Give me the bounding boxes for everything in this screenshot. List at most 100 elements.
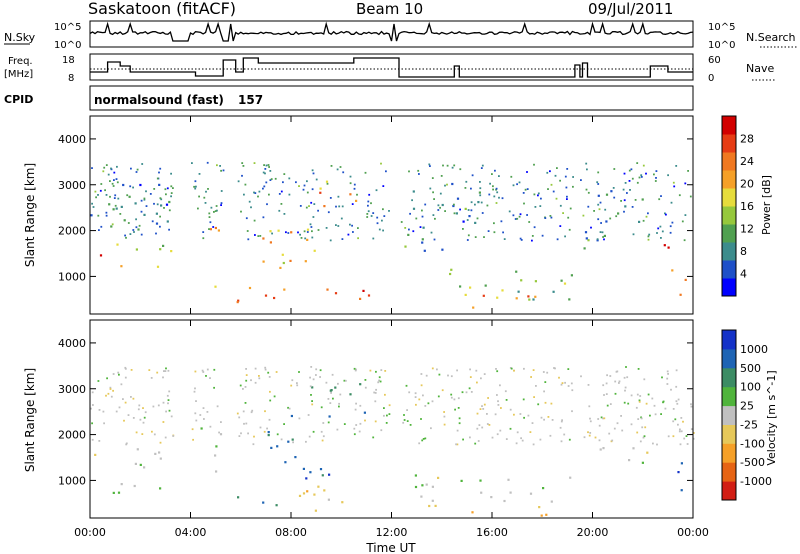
power-scatter-cell: [208, 228, 210, 230]
power-scatter-cell: [208, 216, 211, 218]
power-scatter-cell: [470, 187, 472, 190]
power-scatter-cell: [444, 184, 446, 187]
velocity-cell: [291, 438, 294, 441]
velocity-scatter-cell: [476, 381, 478, 384]
power-cell: [515, 297, 518, 300]
velocity-scatter-cell: [516, 431, 519, 434]
power-scatter-cell: [103, 166, 106, 169]
velocity-scatter-cell: [543, 418, 545, 421]
velocity-scatter-cell: [613, 427, 616, 430]
velocity-scatter-cell: [447, 374, 449, 377]
velocity-scatter-cell: [332, 397, 334, 400]
velocity-scatter-cell: [483, 403, 486, 406]
power-scatter-cell: [143, 198, 146, 201]
velocity-scatter-cell: [547, 416, 550, 418]
power-colorbar-swatch: [722, 170, 736, 189]
power-cell: [449, 272, 452, 276]
velocity-scatter-cell: [287, 406, 289, 409]
velocity-y-ticks: 4000 3000 2000 1000: [58, 337, 693, 487]
velocity-cell: [329, 389, 332, 392]
velocity-scatter-cell: [539, 438, 542, 441]
time-tick-label: 20:00: [577, 526, 609, 539]
power-scatter-cell: [655, 177, 657, 179]
power-scatter-cell: [295, 181, 297, 184]
power-scatter-cell: [566, 198, 568, 200]
power-colorbar-tick: 8: [740, 245, 747, 258]
velocity-scatter-cell: [458, 422, 461, 425]
velocity-scatter-cell: [686, 443, 689, 445]
velocity-scatter-cell: [450, 393, 453, 396]
power-scatter-cell: [198, 195, 200, 198]
power-scatter-cell: [660, 195, 662, 197]
power-cell: [290, 231, 293, 234]
power-scatter-cell: [451, 166, 454, 169]
power-scatter-cell: [597, 183, 600, 185]
velocity-scatter-cell: [523, 367, 525, 370]
power-scatter-cell: [105, 194, 108, 196]
power-scatter-cell: [631, 177, 634, 180]
velocity-cell: [677, 471, 680, 474]
power-scatter-cell: [675, 165, 678, 167]
power-scatter-cell: [367, 204, 369, 207]
velocity-scatter-cell: [438, 373, 441, 376]
power-scatter-cell: [168, 228, 170, 231]
power-scatter-cell: [312, 172, 315, 175]
power-scatter-cell: [114, 194, 117, 197]
velocity-scatter-cell: [220, 421, 222, 423]
velocity-scatter-cell: [529, 431, 532, 433]
power-scatter-cell: [308, 205, 310, 207]
power-cell: [605, 220, 608, 223]
freq-label-line2: [MHz]: [4, 69, 33, 80]
velocity-scatter-cell: [530, 376, 532, 378]
velocity-scatter-cell: [369, 369, 372, 372]
velocity-scatter-cell: [291, 379, 294, 382]
power-scatter-cell: [349, 223, 351, 226]
velocity-scatter-cell: [163, 370, 165, 372]
velocity-cell: [434, 504, 437, 507]
velocity-scatter-cell: [244, 386, 247, 388]
velocity-scatter-cell: [546, 371, 549, 374]
power-scatter-cell: [329, 197, 332, 199]
velocity-scatter-cell: [245, 368, 247, 370]
power-scatter-cell: [367, 200, 370, 203]
power-cell: [306, 238, 309, 241]
velocity-cell: [327, 498, 330, 501]
power-scatter-cell: [366, 213, 369, 215]
velocity-cell: [237, 496, 240, 499]
velocity-scatter-cell: [615, 370, 618, 373]
power-scatter-cell: [145, 205, 148, 207]
velocity-scatter-cell: [654, 413, 657, 416]
velocity-scatter-cell: [513, 369, 515, 372]
power-cell: [326, 288, 329, 291]
power-scatter-cell: [159, 197, 162, 200]
power-cell: [237, 299, 240, 302]
velocity-cell: [134, 462, 137, 465]
power-scatter-cell: [269, 170, 272, 172]
power-scatter-cell: [367, 210, 370, 213]
power-scatter-cell: [202, 237, 205, 240]
power-colorbar-swatch: [722, 206, 736, 225]
power-ylabel: Slant Range [km]: [23, 163, 37, 267]
power-scatter-cell: [299, 233, 301, 236]
velocity-scatter-cell: [639, 395, 642, 397]
power-scatter-cell: [471, 174, 474, 177]
velocity-cell: [550, 500, 553, 503]
velocity-scatter-cell: [441, 389, 444, 392]
velocity-scatter-cell: [533, 396, 535, 398]
velocity-scatter-cell: [627, 402, 630, 405]
power-cell: [269, 230, 272, 233]
velocity-scatter-cell: [252, 443, 255, 446]
velocity-scatter-cell: [127, 414, 130, 416]
velocity-scatter-cell: [543, 390, 545, 393]
velocity-scatter-cell: [531, 422, 534, 424]
power-scatter-cell: [338, 205, 341, 208]
velocity-scatter-cell: [625, 366, 627, 368]
power-scatter-cell: [628, 180, 631, 182]
velocity-scatter-cell: [461, 391, 464, 394]
velocity-scatter-cell: [378, 379, 380, 382]
power-cell: [99, 254, 103, 257]
velocity-scatter-cell: [488, 424, 491, 426]
power-scatter-cell: [661, 230, 664, 233]
station-title: Saskatoon (fitACF): [88, 0, 236, 18]
power-scatter-cell: [598, 208, 601, 211]
